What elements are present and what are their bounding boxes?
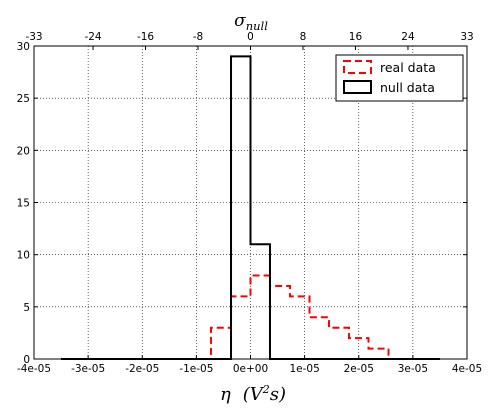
x-tick-label: -2e-05 [125, 363, 159, 375]
top-tick-label: -16 [137, 31, 154, 43]
x-tick-label: 4e-05 [452, 363, 482, 375]
x-axis-title: η (V2s) [220, 383, 286, 405]
legend-swatch-null-data [343, 80, 372, 94]
y-tick-label: 20 [17, 145, 30, 157]
y-tick-label: 30 [17, 41, 30, 53]
y-tick-label: 25 [17, 93, 30, 105]
top-tick-label: -24 [84, 31, 101, 43]
x-tick-label: 3e-05 [398, 363, 428, 375]
x-tick-label: 2e-05 [344, 363, 374, 375]
x-tick-label: 1e-05 [289, 363, 319, 375]
tick-marks [33, 45, 468, 360]
x-tick-label: -3e-05 [71, 363, 105, 375]
top-tick-label: 24 [401, 31, 415, 43]
y-tick-label: 15 [17, 198, 30, 210]
series-layer [61, 55, 440, 360]
legend: real data null data [335, 54, 464, 102]
series-real-data-outline [61, 274, 390, 360]
top-tick-label: 33 [460, 31, 473, 43]
top-tick-label: 8 [300, 31, 307, 43]
y-tick-label: 10 [17, 250, 30, 262]
legend-label-null-data: null data [380, 80, 435, 95]
tick-labels: -4e-05 -3e-05 -2e-05 -1e-05 0e+00 1e-05 2e-05 3… [17, 31, 483, 375]
top-axis-title: σnull [234, 11, 268, 33]
y-tick-label: 0 [23, 354, 30, 366]
top-tick-label: -33 [25, 31, 42, 43]
legend-swatch-real-data [343, 60, 372, 74]
x-tick-label: 0e+00 [233, 363, 268, 375]
top-tick-label: 0 [247, 31, 254, 43]
series-null-data-outline [61, 55, 440, 360]
x-tick-label: -1e-05 [179, 363, 213, 375]
y-tick-label: 5 [23, 302, 30, 314]
top-tick-label: 16 [349, 31, 363, 43]
top-tick-label: -8 [193, 31, 203, 43]
legend-label-real-data: real data [380, 60, 436, 75]
x-tick-label: -4e-05 [17, 363, 51, 375]
